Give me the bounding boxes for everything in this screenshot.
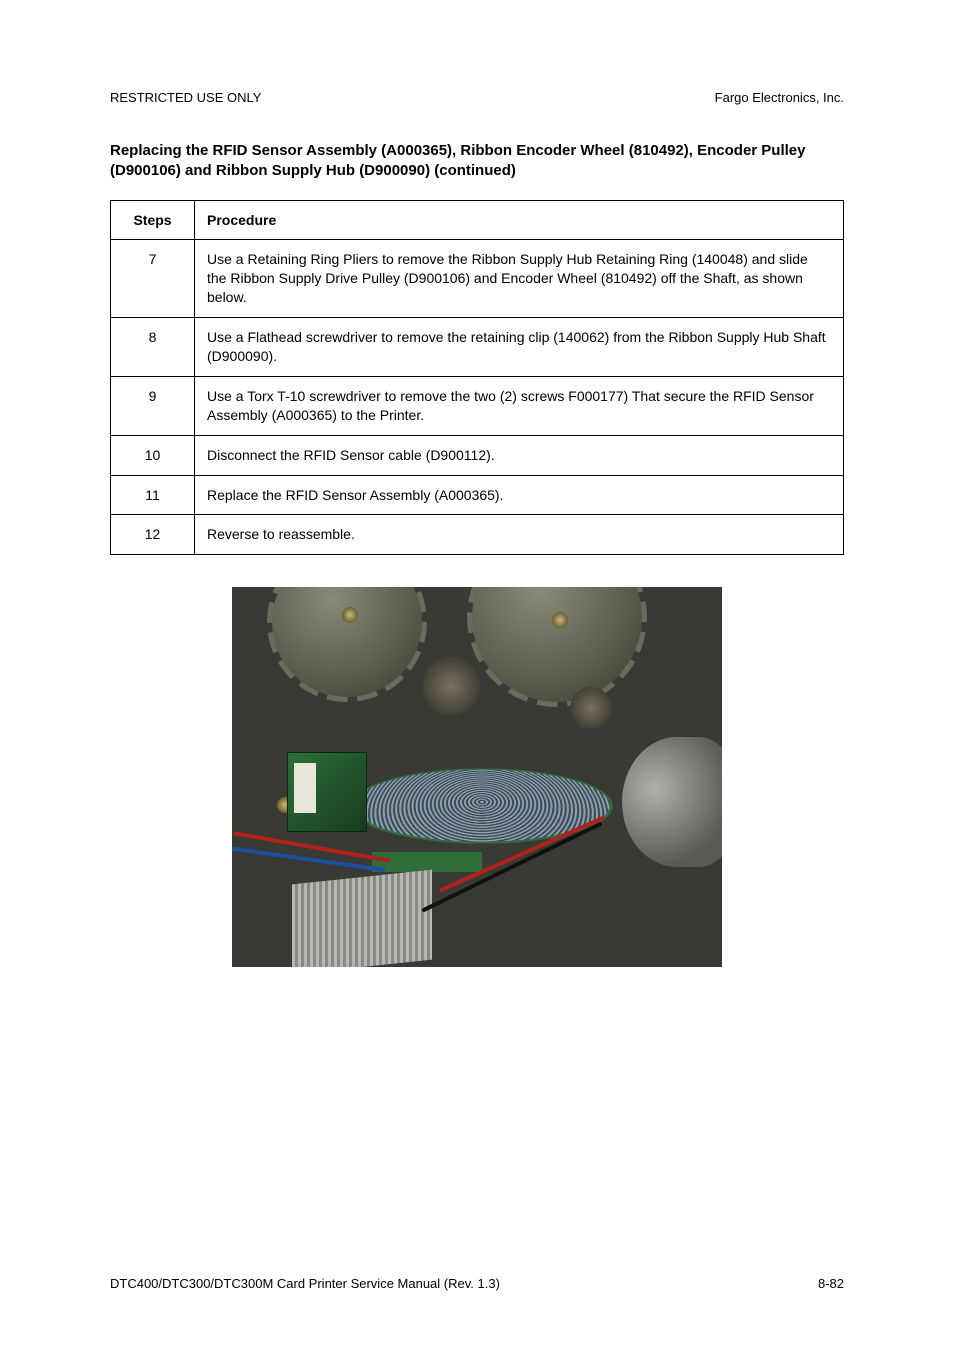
table-row: 12 Reverse to reassemble. (111, 515, 844, 555)
footer-left: DTC400/DTC300/DTC300M Card Printer Servi… (110, 1276, 500, 1291)
step-text: Disconnect the RFID Sensor cable (D90011… (195, 435, 844, 475)
table-row: 9 Use a Torx T-10 screwdriver to remove … (111, 376, 844, 435)
procedure-table: Steps Procedure 7 Use a Retaining Ring P… (110, 200, 844, 556)
step-text: Replace the RFID Sensor Assembly (A00036… (195, 475, 844, 515)
header-left: RESTRICTED USE ONLY (110, 90, 261, 105)
step-text: Use a Torx T-10 screwdriver to remove th… (195, 376, 844, 435)
table-row: 7 Use a Retaining Ring Pliers to remove … (111, 240, 844, 318)
col-header-procedure: Procedure (195, 200, 844, 240)
step-text: Reverse to reassemble. (195, 515, 844, 555)
step-number: 8 (111, 318, 195, 377)
footer-right: 8-82 (818, 1276, 844, 1291)
table-row: 11 Replace the RFID Sensor Assembly (A00… (111, 475, 844, 515)
table-row: 10 Disconnect the RFID Sensor cable (D90… (111, 435, 844, 475)
assembly-photo (232, 587, 722, 967)
step-number: 9 (111, 376, 195, 435)
section-title: Replacing the RFID Sensor Assembly (A000… (110, 141, 844, 182)
step-text: Use a Retaining Ring Pliers to remove th… (195, 240, 844, 318)
step-number: 12 (111, 515, 195, 555)
step-number: 7 (111, 240, 195, 318)
step-number: 10 (111, 435, 195, 475)
table-row: 8 Use a Flathead screwdriver to remove t… (111, 318, 844, 377)
header-right: Fargo Electronics, Inc. (715, 90, 844, 105)
col-header-steps: Steps (111, 200, 195, 240)
step-number: 11 (111, 475, 195, 515)
step-text: Use a Flathead screwdriver to remove the… (195, 318, 844, 377)
